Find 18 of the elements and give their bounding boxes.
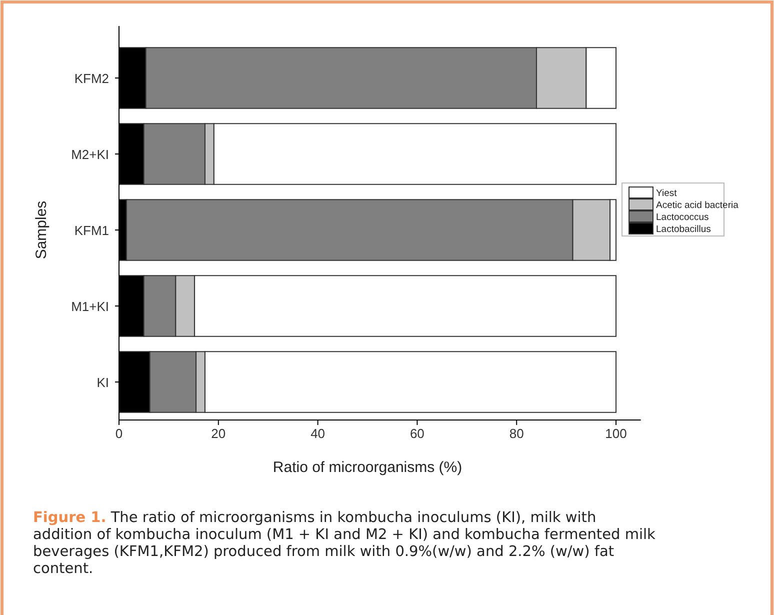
- caption: Figure 1. The ratio of microorganisms in kombucha inoculums (KI), milk with addition of kombucha inoculum (M1 + KI and M2 + KI) and kombucha fermented milk beverages (KFM1,KFM2) produced from milk with 0.9%(w/w) and 2.2% (w/w) fat content.: [33, 510, 656, 577]
- y-tick-label: KFM1: [74, 223, 109, 238]
- x-axis-title: Ratio of microorganisms (%): [272, 459, 462, 476]
- y-axis-title: Samples: [33, 200, 50, 260]
- legend-label: Acetic acid bacteria: [656, 200, 740, 211]
- y-tick-label: KI: [96, 375, 109, 390]
- y-tick-label: M2+KI: [71, 147, 109, 162]
- legend-label: Yiest: [656, 188, 678, 199]
- x-tick-label: 40: [310, 426, 326, 441]
- x-tick-label: 20: [211, 426, 226, 441]
- y-tick-label: KFM2: [74, 71, 109, 86]
- x-tick-label: 100: [605, 426, 627, 441]
- x-tick-label: 60: [410, 426, 424, 441]
- legend-label: Lactococcus: [656, 212, 710, 223]
- x-tick-label: 0: [115, 426, 123, 441]
- legend-label: Lactobacillus: [656, 224, 712, 235]
- y-tick-label: M1+KI: [71, 299, 109, 314]
- x-tick-label: 80: [509, 426, 524, 441]
